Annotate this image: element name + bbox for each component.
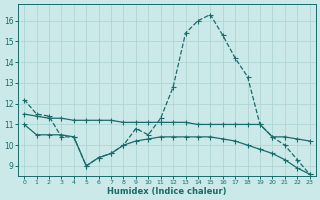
X-axis label: Humidex (Indice chaleur): Humidex (Indice chaleur) [107,187,227,196]
